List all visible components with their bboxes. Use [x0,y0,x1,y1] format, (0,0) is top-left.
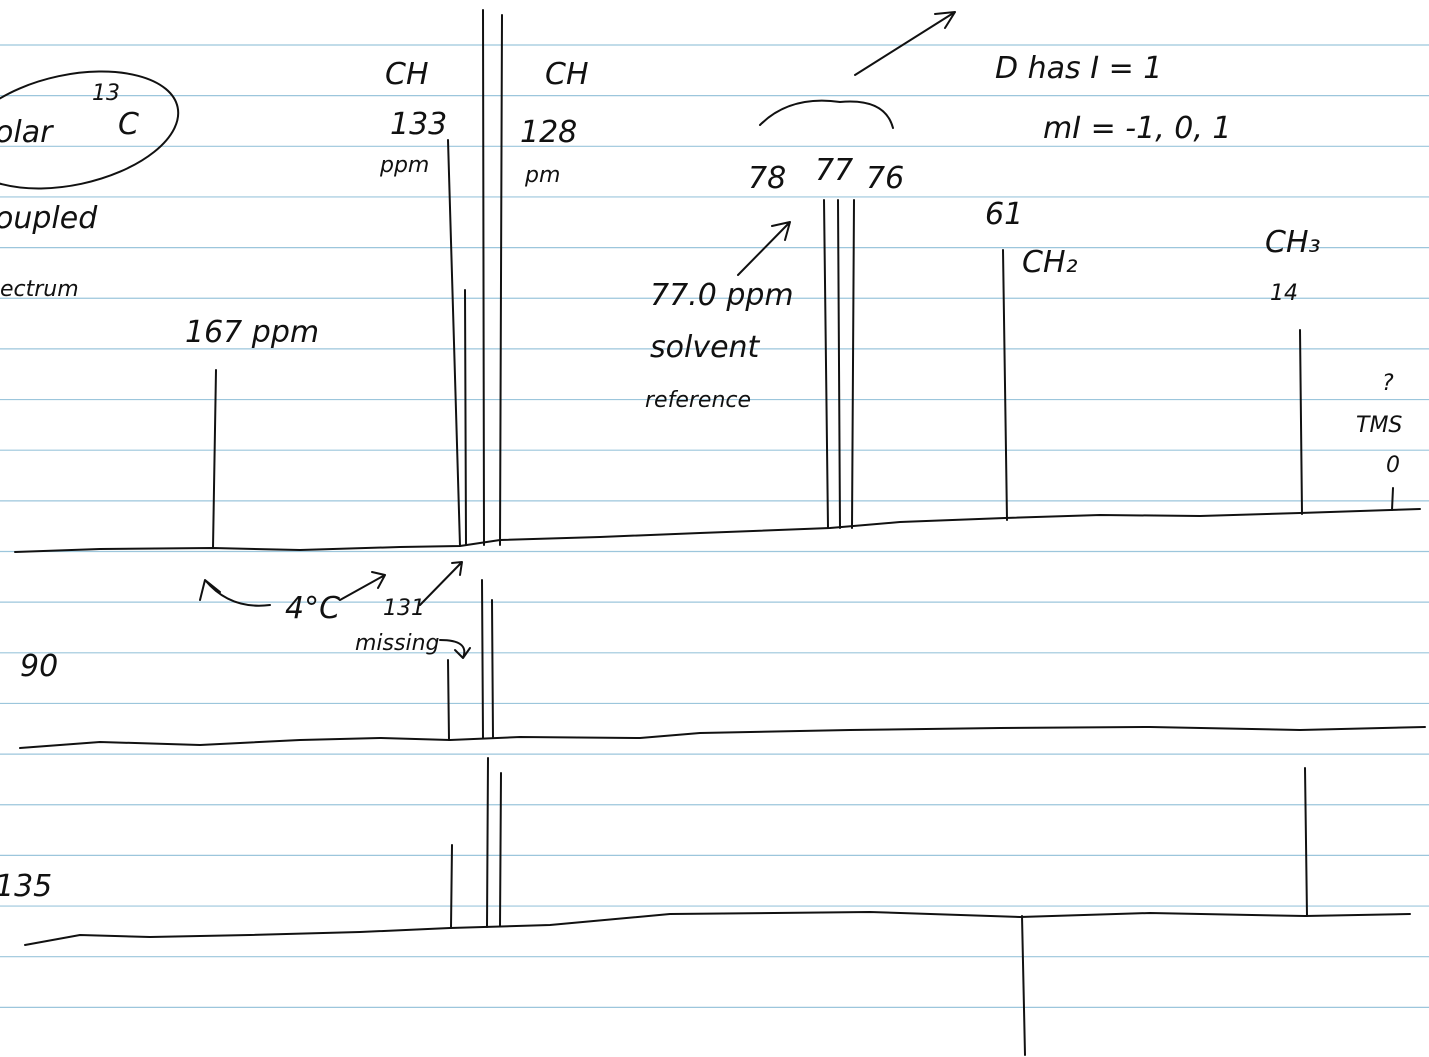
spectrum-dept135 [24,757,1411,1056]
peaks [212,9,1394,549]
peaks [447,579,494,741]
label: 77.0 ppm [650,278,794,313]
baseline [19,726,1426,749]
label: 14 [1270,281,1298,306]
circle [0,70,180,190]
label: 0 [1386,453,1400,478]
baseline [14,508,1421,553]
label: 135 [0,869,52,904]
annotations: CH 133 ppm CH 128 pm 78 77 76 D has I = … [0,51,1402,904]
spectrum-broadband [14,9,1421,553]
label: 128 [520,115,577,150]
label: 76 [866,161,904,196]
label: 61 [985,197,1023,232]
label: missing [355,631,440,656]
label: pm [524,163,560,188]
arrow [737,221,791,276]
label: ectrum [0,277,79,302]
arrow [339,571,386,601]
label: CH [545,57,589,92]
label: 133 [390,107,447,142]
label: mI = -1, 0, 1 [1043,111,1232,146]
arrow [199,579,271,607]
label: ? [1382,371,1394,396]
label: 78 [748,161,786,196]
label: reference [645,388,751,413]
label: olar [0,115,54,150]
label: 90 [20,649,58,684]
label: 4°C [285,591,340,626]
arrow [439,639,471,659]
label: CH₂ [1022,245,1078,280]
label: 167 ppm [185,315,319,350]
brace [759,99,894,129]
label: CH [385,57,429,92]
label: TMS [1356,413,1402,438]
arrow [419,561,463,606]
peaks [450,757,1308,1056]
arrow [854,11,956,76]
baseline [24,911,1411,946]
label: D has I = 1 [995,51,1162,86]
label: C [118,107,139,142]
label: oupled [0,201,98,236]
spectrum-dept90 [19,579,1426,749]
label: 77 [815,153,853,188]
label: ppm [379,153,429,178]
label: CH₃ [1265,225,1321,260]
label: 13 [92,81,120,106]
label: solvent [650,330,761,365]
label: 131 [383,596,425,621]
